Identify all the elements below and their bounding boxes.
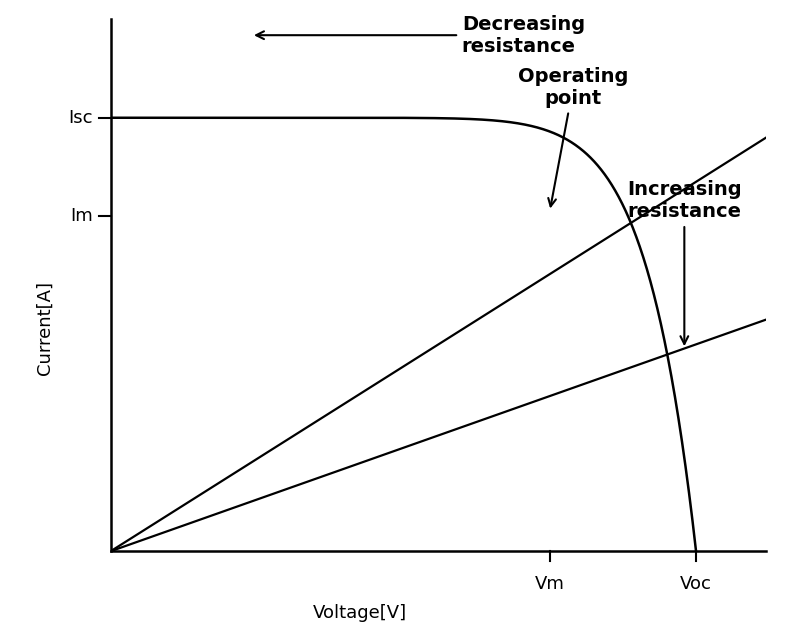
Text: Im: Im: [70, 207, 93, 225]
Text: Decreasing
resistance: Decreasing resistance: [256, 15, 585, 56]
Text: Current[A]: Current[A]: [36, 281, 54, 375]
Text: Voc: Voc: [680, 575, 712, 593]
Text: Isc: Isc: [69, 109, 93, 127]
Text: Voltage[V]: Voltage[V]: [313, 604, 407, 622]
Text: Vm: Vm: [535, 575, 565, 593]
Text: Increasing
resistance: Increasing resistance: [627, 180, 742, 344]
Text: Operating
point: Operating point: [518, 67, 628, 206]
